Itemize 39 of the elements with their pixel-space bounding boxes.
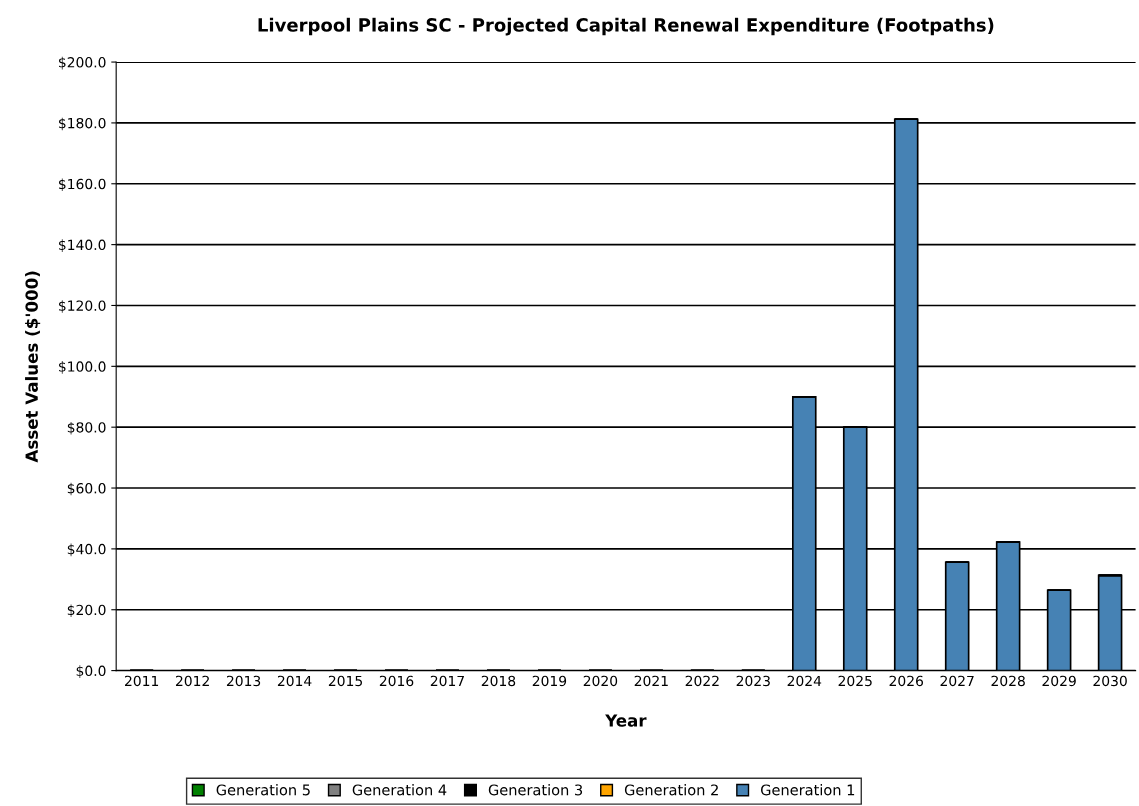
y-tick-label: $0.0: [76, 665, 106, 678]
x-tick-label: 2029: [1042, 675, 1076, 687]
x-axis-title: Year: [605, 714, 647, 727]
legend-label: Generation 3: [488, 784, 583, 796]
x-tick-label: 2024: [787, 675, 822, 687]
y-tick-label: $60.0: [67, 482, 106, 496]
x-tick-label: 2017: [430, 675, 464, 687]
x-tick-label: 2018: [481, 675, 516, 687]
x-tick-label: 2012: [175, 675, 209, 687]
x-tick-label: 2011: [125, 675, 159, 687]
chart-title: Liverpool Plains SC - Projected Capital Renewal Expenditure (Footpaths): [258, 17, 994, 36]
legend-label: Generation 4: [352, 784, 447, 796]
x-tick-label: 2014: [277, 675, 312, 687]
y-tick-label: $160.0: [59, 178, 106, 192]
x-tick-label: 2022: [685, 675, 719, 687]
x-tick-label: 2015: [328, 675, 362, 687]
legend-label: Generation 5: [216, 784, 310, 796]
x-tick-label: 2028: [991, 675, 1025, 687]
y-tick-label: $120.0: [59, 300, 106, 313]
x-tick-label: 2025: [838, 675, 872, 687]
y-tick-label: $100.0: [59, 361, 106, 374]
y-tick-label: $180.0: [59, 117, 106, 131]
x-tick-label: 2020: [583, 675, 618, 687]
y-tick-label: $80.0: [67, 421, 106, 435]
x-tick-label: 2026: [889, 675, 924, 687]
x-tick-label: 2030: [1093, 675, 1127, 687]
legend-label: Generation 2: [624, 784, 718, 796]
y-tick-label: $40.0: [67, 543, 106, 557]
y-tick-label: $200.0: [59, 56, 106, 70]
y-axis-title: Asset Values ($'000): [25, 271, 41, 463]
x-tick-label: 2019: [532, 675, 567, 687]
x-tick-label: 2027: [940, 675, 974, 687]
y-tick-label: $140.0: [59, 239, 106, 252]
x-tick-label: 2021: [634, 675, 668, 687]
x-tick-label: 2016: [379, 675, 414, 687]
legend-label: Generation 1: [760, 784, 855, 796]
x-tick-label: 2023: [736, 675, 770, 687]
x-tick-label: 2013: [226, 675, 261, 687]
y-tick-label: $20.0: [67, 604, 106, 618]
